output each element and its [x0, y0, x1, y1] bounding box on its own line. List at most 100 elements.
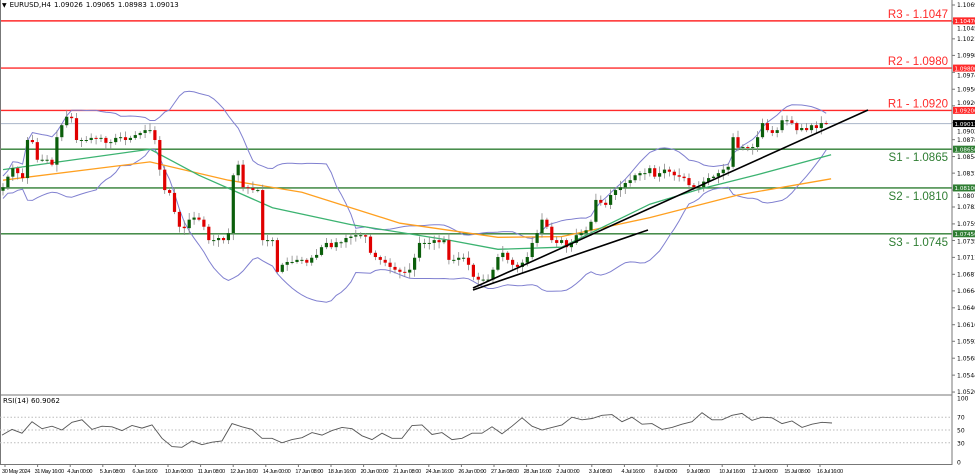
candle-bull	[109, 142, 113, 144]
time-tick-label: 8 Jul 00:00	[654, 469, 677, 475]
candle-bear	[506, 252, 510, 260]
candle-bull	[800, 128, 804, 131]
candle-bear	[35, 142, 39, 160]
candle-bull	[344, 238, 348, 243]
candle-bull	[628, 180, 632, 184]
high-price: 1.09065	[85, 1, 115, 9]
triangle-down-icon[interactable]: ▼	[2, 1, 7, 9]
candle-bull	[226, 233, 230, 241]
trendline-long[interactable]	[472, 109, 869, 289]
candle-bull	[760, 123, 765, 138]
price-tick-label: 1.09500	[957, 86, 975, 93]
price-tag-label: 1.08100	[955, 186, 975, 192]
price-tick-label: 1.09265	[957, 100, 975, 107]
candle-bear	[168, 190, 172, 193]
candle-bull	[525, 257, 529, 263]
time-tick-label: 16 Jul 16:00	[817, 469, 843, 475]
candle-bull	[594, 199, 598, 222]
candle-bear	[447, 240, 451, 260]
candle-bull	[432, 240, 436, 243]
time-tick-label: 12 Jul 00:00	[752, 469, 778, 475]
price-tick-label: 1.10455	[957, 26, 975, 33]
candle-bear	[261, 190, 265, 241]
time-tick-label: 28 Jun 16:00	[524, 469, 552, 475]
candle-bull	[496, 257, 500, 270]
rsi-tick-label: 50	[957, 428, 965, 435]
candle-bull	[143, 130, 147, 133]
candle-bear	[364, 235, 368, 237]
candle-bull	[60, 125, 64, 138]
price-tick-label: 1.08310	[957, 170, 975, 177]
time-tick-label: 10 Jun 00:00	[165, 469, 193, 475]
candle-bull	[609, 194, 613, 205]
candle-bear	[545, 219, 549, 227]
candle-bull	[45, 159, 49, 161]
candle-bull	[775, 130, 779, 133]
candle-bull	[638, 173, 642, 176]
time-tick-label: 11 Jun 08:00	[198, 469, 225, 475]
candle-bear	[604, 202, 608, 205]
candle-bear	[368, 236, 373, 253]
candle-bull	[339, 242, 343, 244]
candle-bull	[589, 221, 593, 231]
candle-bear	[437, 240, 441, 243]
candle-bear	[275, 240, 279, 272]
current-price-tag-label: 1.09013	[955, 122, 975, 128]
trendline-short[interactable]	[472, 229, 649, 291]
candle-bear	[511, 259, 515, 265]
candle-bull	[707, 178, 711, 182]
candle-bull	[119, 137, 123, 139]
price-tick-label: 1.05205	[957, 389, 975, 396]
candle-bear	[74, 118, 79, 141]
candle-bear	[790, 120, 794, 124]
candle-bull	[726, 166, 730, 170]
time-tick-label: 15 Jul 08:00	[784, 469, 810, 475]
price-tag-s3	[953, 230, 975, 238]
price-tick-label: 1.07115	[957, 255, 975, 262]
candle-bull	[187, 219, 191, 229]
candle-bull	[756, 137, 760, 148]
time-tick-label: 24 Jun 16:00	[426, 469, 454, 475]
level-label-r3: R3 - 1.1047	[888, 9, 948, 21]
time-tick-label: 31 May 16:00	[35, 469, 64, 475]
rsi-tick-label: 70	[957, 415, 965, 422]
candle-bull	[408, 269, 412, 273]
candle-bear	[246, 187, 250, 189]
candle-bear	[476, 276, 480, 280]
price-tick-label: 1.06875	[957, 272, 975, 279]
candle-bear	[471, 264, 475, 277]
price-tag-r2	[953, 64, 975, 72]
candle-bear	[163, 169, 167, 191]
candle-bear	[50, 159, 54, 165]
price-tick-label: 1.08785	[957, 137, 975, 144]
candle-bear	[667, 169, 671, 172]
price-tag-s1	[953, 145, 975, 153]
time-tick-label: 4 Jun 00:00	[67, 469, 92, 475]
time-tick-label: 6 Jun 16:00	[132, 469, 157, 475]
candle-bull	[148, 130, 152, 132]
candle-bear	[388, 262, 392, 267]
candle-bull	[457, 257, 461, 260]
time-tick-label: 14 Jun 00:00	[263, 469, 291, 475]
candle-bull	[128, 137, 132, 141]
candle-bull	[540, 219, 544, 234]
price-tick-label: 1.09025	[957, 128, 975, 135]
rsi-line	[1, 412, 833, 448]
candle-bear	[16, 168, 20, 174]
time-tick-label: 9 Jul 08:00	[687, 469, 710, 475]
candle-bull	[809, 125, 814, 131]
candle-bull	[697, 187, 701, 189]
candle-bull	[711, 176, 716, 179]
candle-bear	[653, 168, 657, 177]
time-tick-label: 26 Jun 00:00	[458, 469, 486, 475]
close-price: 1.09013	[149, 1, 179, 9]
candle-bull	[79, 140, 83, 142]
time-tick-label: 2 Jul 00:00	[556, 469, 579, 475]
candle-bear	[672, 171, 676, 176]
price-tag-label: 1.07450	[955, 232, 975, 238]
candle-bear	[207, 226, 211, 241]
candle-bear	[70, 116, 74, 119]
candle-bull	[574, 235, 578, 243]
candle-bull	[359, 235, 363, 237]
